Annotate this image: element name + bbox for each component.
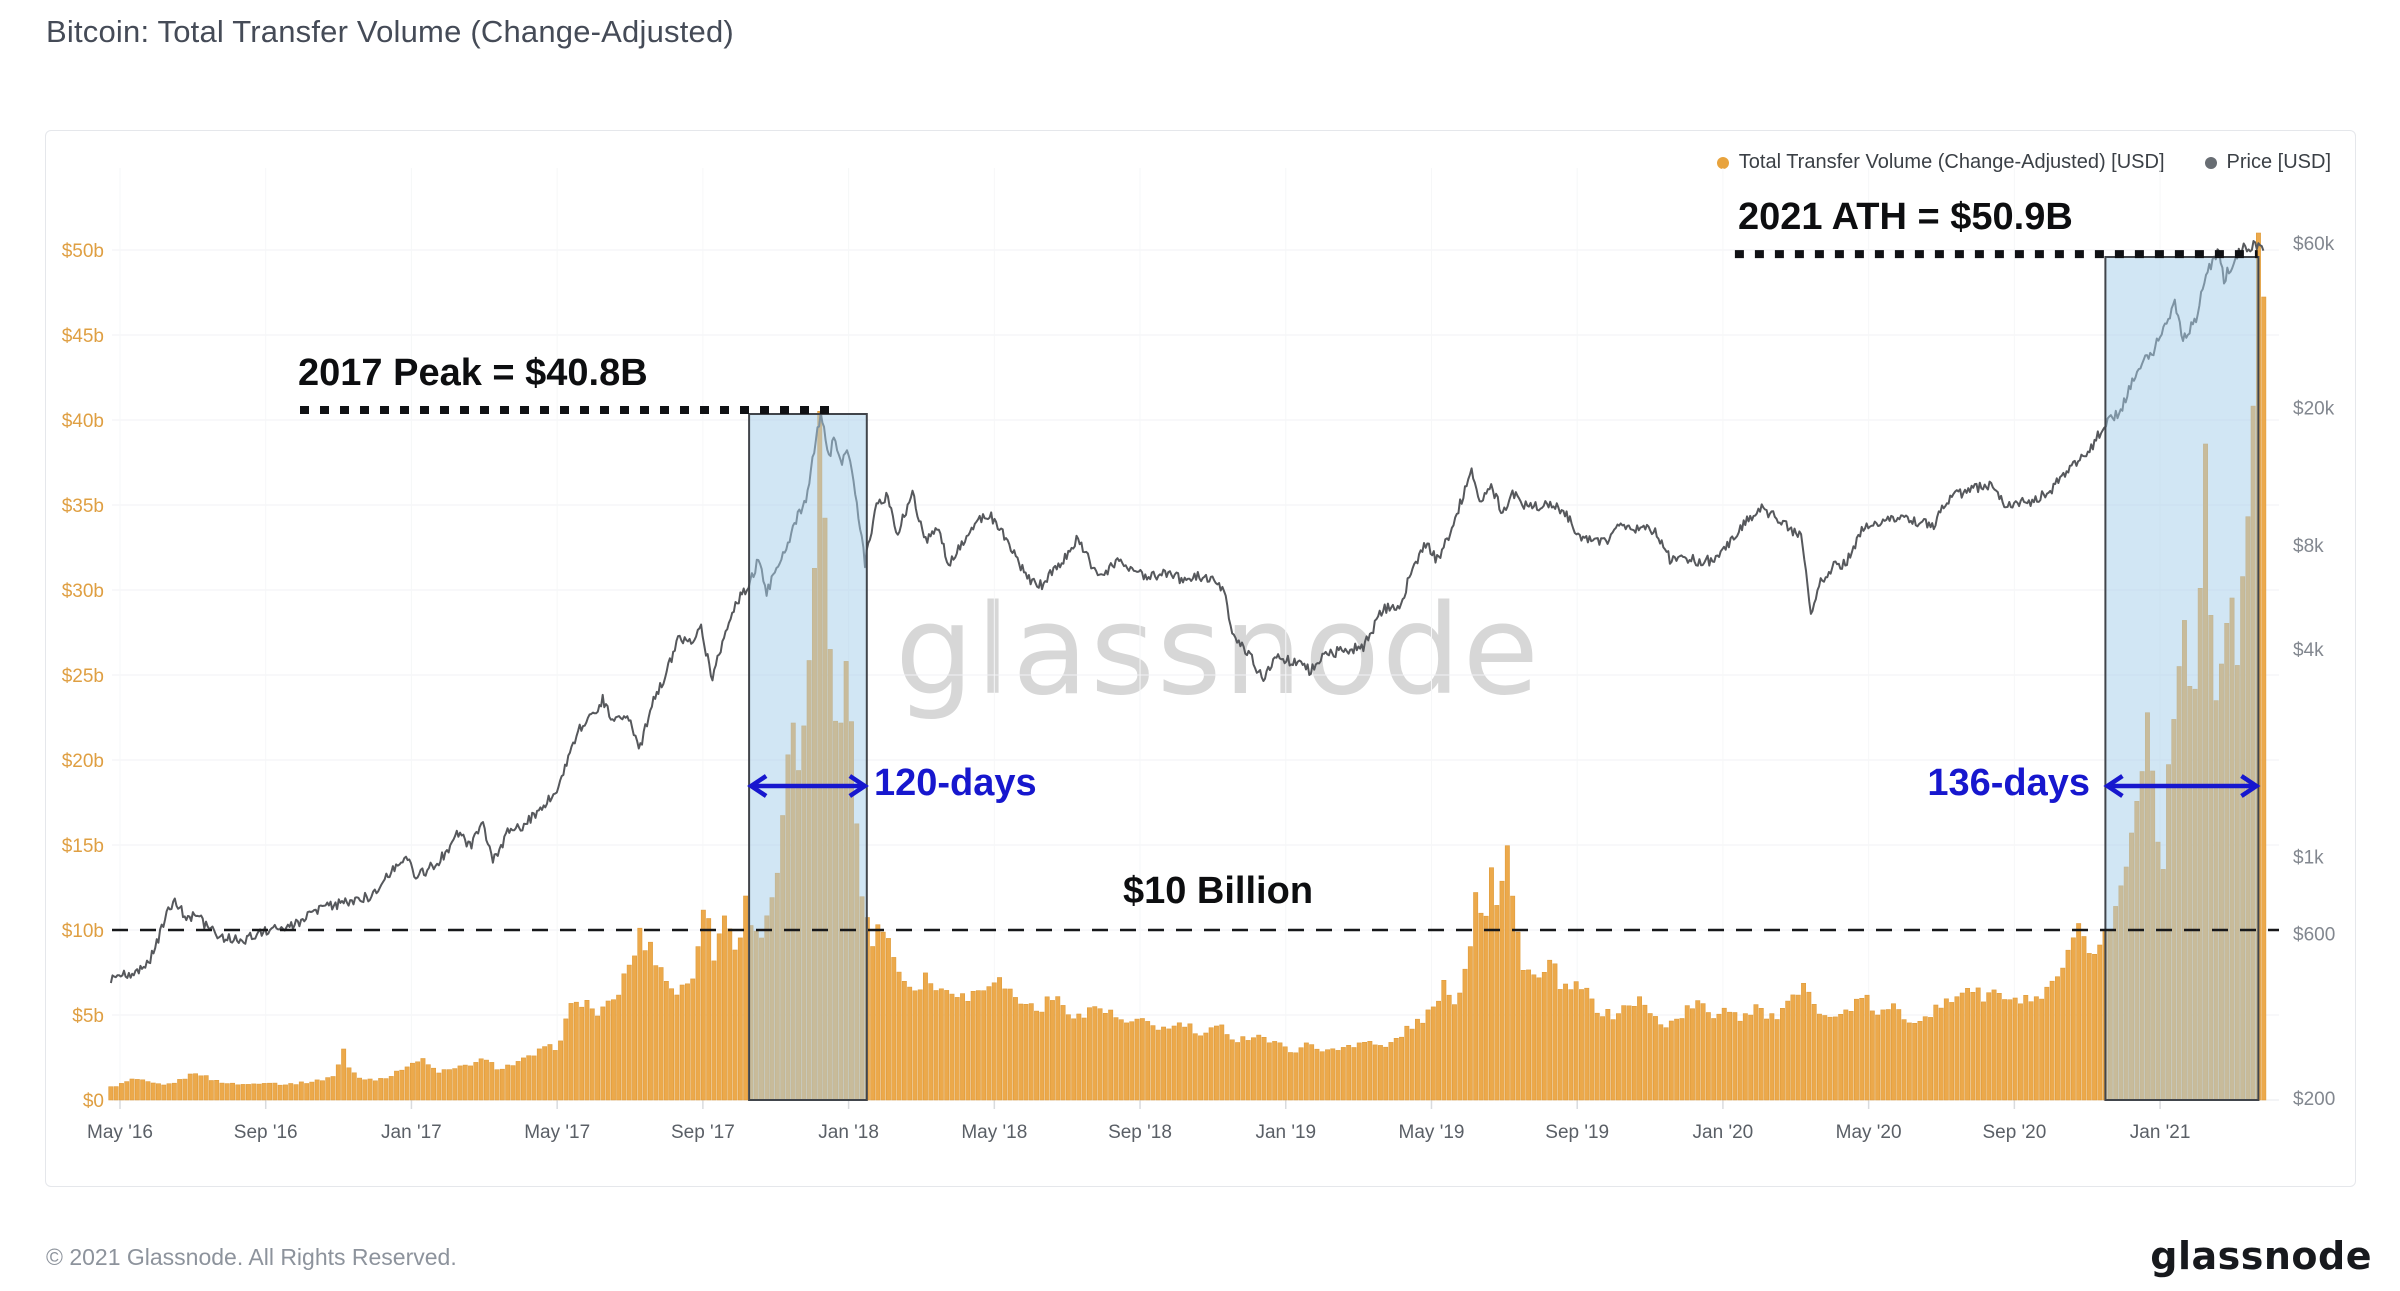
x-tick-label: May '20	[1836, 1122, 1902, 1143]
y-left-tick-label: $30b	[62, 581, 104, 602]
window-arrows-layer	[747, 774, 2261, 798]
x-tick-label: Sep '17	[671, 1122, 735, 1143]
x-tick-label: Jan '18	[818, 1122, 879, 1143]
annotation-136-days: 136-days	[1927, 762, 2090, 804]
x-tick-label: May '18	[961, 1122, 1027, 1143]
annotation-120-days: 120-days	[874, 762, 1037, 804]
x-tick-label: Sep '18	[1108, 1122, 1172, 1143]
x-tick-label: Sep '20	[1982, 1122, 2046, 1143]
x-tick-label: May '16	[87, 1122, 153, 1143]
axis-labels-layer: $0 $5b $10b $15b $20b $25b $30b $35b $40b $45b $50…	[62, 234, 2336, 1143]
volume-legend-dot-icon	[1716, 156, 1729, 169]
y-left-tick-label: $35b	[62, 496, 104, 517]
y-left-tick-label: $10b	[62, 921, 104, 942]
x-tick-label: Sep '19	[1545, 1122, 1609, 1143]
legend-label-volume: Total Transfer Volume (Change-Adjusted) …	[1738, 151, 2165, 173]
x-tick-label: Jan '19	[1255, 1122, 1316, 1143]
price-line-layer	[109, 240, 2265, 984]
chart-legend: Total Transfer Volume (Change-Adjusted) …	[1716, 151, 2331, 174]
page-title: Bitcoin: Total Transfer Volume (Change-A…	[46, 14, 734, 49]
glassnode-logo: glassnode	[2150, 1234, 2372, 1278]
y-left-tick-label: $0	[83, 1091, 104, 1112]
y-left-tick-label: $25b	[62, 666, 104, 687]
y-left-tick-label: $45b	[62, 326, 104, 347]
legend-item-volume[interactable]: Total Transfer Volume (Change-Adjusted) …	[1716, 151, 2165, 174]
x-tick-label: May '19	[1399, 1122, 1465, 1143]
y-right-tick-label: $600	[2293, 924, 2335, 945]
highlight-windows-layer	[748, 256, 2260, 1101]
x-tick-label: Jan '21	[2130, 1122, 2191, 1143]
y-left-tick-label: $40b	[62, 411, 104, 432]
legend-item-price[interactable]: Price [USD]	[2204, 151, 2331, 174]
x-tick-label: Sep '16	[234, 1122, 298, 1143]
y-left-tick-label: $15b	[62, 836, 104, 857]
annotation-2021-ath: 2021 ATH = $50.9B	[1738, 196, 2073, 238]
y-left-tick-label: $50b	[62, 241, 104, 262]
y-right-tick-label: $8k	[2293, 536, 2324, 557]
y-right-tick-label: $60k	[2293, 234, 2335, 255]
x-tick-label: May '17	[524, 1122, 590, 1143]
annotation-2017-peak: 2017 Peak = $40.8B	[298, 352, 648, 394]
copyright-text: © 2021 Glassnode. All Rights Reserved.	[46, 1244, 457, 1270]
y-left-tick-label: $5b	[72, 1006, 104, 1027]
x-tick-label: Jan '20	[1693, 1122, 1754, 1143]
price-legend-dot-icon	[2204, 156, 2217, 169]
grid-layer	[112, 168, 2279, 1109]
y-right-tick-label: $4k	[2293, 640, 2324, 661]
y-right-tick-label: $200	[2293, 1089, 2335, 1110]
legend-label-price: Price [USD]	[2226, 151, 2331, 173]
x-tick-label: Jan '17	[381, 1122, 442, 1143]
annotation-10-billion: $10 Billion	[1122, 870, 1314, 912]
annotation-lines-layer	[112, 250, 2279, 932]
y-right-tick-label: $1k	[2293, 848, 2324, 869]
y-right-tick-label: $20k	[2293, 399, 2335, 420]
y-left-tick-label: $20b	[62, 751, 104, 772]
